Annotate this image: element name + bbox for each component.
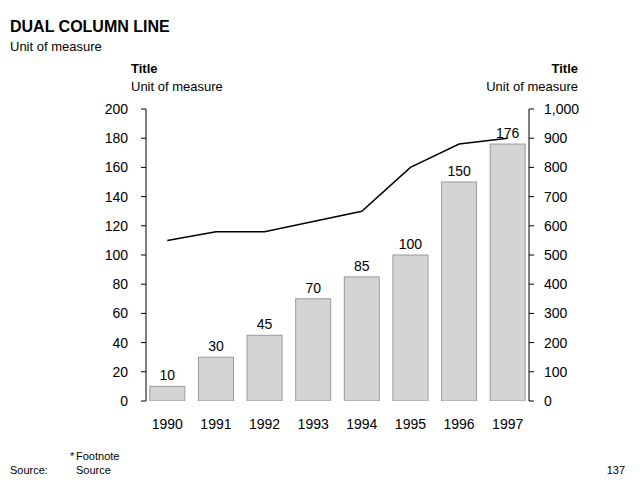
bar <box>393 255 428 401</box>
y-tick <box>141 342 146 343</box>
y-tick <box>141 225 146 226</box>
data-label: 150 <box>447 163 471 179</box>
y-tick-label: 180 <box>105 130 129 146</box>
y2-tick-label: 100 <box>544 364 568 380</box>
x-tick-label: 1990 <box>152 416 183 432</box>
y-tick-label: 160 <box>105 159 129 175</box>
y2-tick <box>529 225 534 226</box>
x-tick-label: 1992 <box>249 416 280 432</box>
y-tick-label: 60 <box>112 305 128 321</box>
y2-tick-label: 900 <box>544 130 568 146</box>
subtitle: Unit of measure <box>10 39 102 54</box>
chart: DUAL COLUMN LINE Unit of measure Title Unit… <box>0 0 640 480</box>
y2-tick-label: 600 <box>544 218 568 234</box>
y-axis-title: Title <box>131 61 158 76</box>
title: DUAL COLUMN LINE <box>10 18 170 35</box>
y2-tick-label: 700 <box>544 189 568 205</box>
y2-tick <box>529 109 534 110</box>
y2-tick <box>529 342 534 343</box>
y-tick <box>141 138 146 139</box>
y-tick <box>141 196 146 197</box>
footnote-mark: * <box>70 450 75 462</box>
y-tick-label: 140 <box>105 189 129 205</box>
y-axis-unit: Unit of measure <box>131 79 223 94</box>
bar <box>247 335 282 401</box>
data-label: 176 <box>496 125 520 141</box>
y-tick-label: 40 <box>112 335 128 351</box>
line <box>167 138 507 240</box>
y-tick-label: 0 <box>120 393 128 409</box>
y-tick-label: 20 <box>112 364 128 380</box>
bar <box>490 144 525 401</box>
bar <box>344 277 379 401</box>
data-label: 10 <box>160 367 176 383</box>
y-tick-label: 100 <box>105 247 129 263</box>
y-tick-label: 200 <box>105 101 129 117</box>
bar <box>296 299 331 401</box>
y2-tick-label: 300 <box>544 305 568 321</box>
y2-tick <box>529 255 534 256</box>
source-label: Source: <box>10 464 48 476</box>
y-tick <box>141 401 146 402</box>
y2-tick <box>529 167 534 168</box>
y2-tick <box>529 401 534 402</box>
y2-tick-label: 500 <box>544 247 568 263</box>
y2-tick-label: 400 <box>544 276 568 292</box>
x-tick-label: 1993 <box>298 416 329 432</box>
y2-tick <box>529 313 534 314</box>
y2-tick-label: 1,000 <box>544 101 579 117</box>
footnote: Footnote <box>76 450 119 462</box>
y2-tick-label: 0 <box>544 393 552 409</box>
bar <box>442 182 477 401</box>
y2-axis-title: Title <box>552 61 579 76</box>
x-tick-label: 1995 <box>395 416 426 432</box>
x-tick-label: 1994 <box>346 416 377 432</box>
x-tick-label: 1997 <box>492 416 523 432</box>
data-label: 45 <box>257 316 273 332</box>
y2-tick-label: 800 <box>544 159 568 175</box>
bar <box>198 357 233 401</box>
y-tick <box>141 255 146 256</box>
y-tick-label: 80 <box>112 276 128 292</box>
y-tick <box>141 167 146 168</box>
y2-tick <box>529 196 534 197</box>
y2-tick <box>529 284 534 285</box>
y2-tick <box>529 371 534 372</box>
source: Source <box>76 464 111 476</box>
plot-area <box>150 138 525 401</box>
y2-tick-label: 200 <box>544 335 568 351</box>
x-tick-label: 1996 <box>443 416 474 432</box>
data-label: 70 <box>305 280 321 296</box>
page-number: 137 <box>607 464 625 476</box>
bar <box>150 386 185 401</box>
y-tick <box>141 371 146 372</box>
data-label: 85 <box>354 258 370 274</box>
y-tick-label: 120 <box>105 218 129 234</box>
y-tick <box>141 284 146 285</box>
data-label: 30 <box>208 338 224 354</box>
y-tick <box>141 313 146 314</box>
y2-tick <box>529 138 534 139</box>
y2-axis-unit: Unit of measure <box>486 79 578 94</box>
x-tick-label: 1991 <box>200 416 231 432</box>
y-tick <box>141 109 146 110</box>
data-label: 100 <box>399 236 423 252</box>
